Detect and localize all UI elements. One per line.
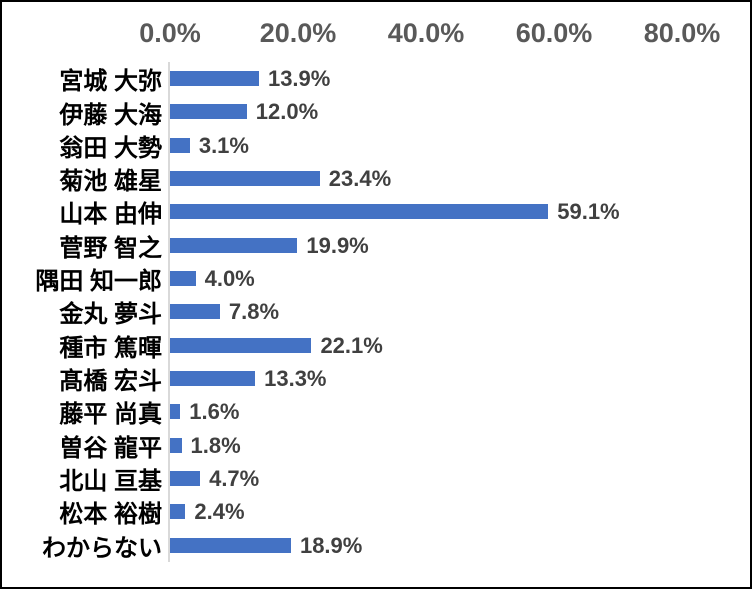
category-label: 宮城 大弥 [59, 68, 162, 96]
x-axis-tick-label: 60.0% [515, 18, 593, 48]
bar [170, 271, 196, 287]
category-label: わからない [42, 534, 162, 562]
bar-row: 山本 由伸 59.1% [2, 195, 750, 229]
bar-track: 13.9% [168, 62, 750, 96]
bar-row: 曽谷 龍平 1.8% [2, 428, 750, 462]
bar-track: 1.6% [168, 395, 750, 429]
category-label: 金丸 夢斗 [59, 301, 162, 329]
bar-row: わからない 18.9% [2, 528, 750, 562]
bar [170, 404, 181, 420]
bar-row: 金丸 夢斗 7.8% [2, 295, 750, 329]
bar [170, 304, 220, 320]
x-axis-tick-label: 40.0% [387, 18, 465, 48]
category-label: 種市 篤暉 [59, 334, 162, 362]
bar-track: 18.9% [168, 528, 750, 562]
x-axis-tick-label: 20.0% [259, 18, 337, 48]
bar-track: 4.0% [168, 261, 750, 296]
data-label: 59.1% [557, 199, 620, 225]
bar-track: 19.9% [168, 228, 750, 262]
data-label: 13.3% [264, 366, 327, 392]
category-label: 曽谷 龍平 [59, 434, 162, 462]
bar [170, 137, 190, 153]
bar-track: 59.1% [168, 195, 750, 229]
data-label: 22.1% [320, 332, 383, 358]
bar [170, 437, 182, 453]
x-axis-tick-label: 0.0% [139, 18, 201, 48]
bar-track: 7.8% [168, 295, 750, 329]
data-label: 13.9% [267, 66, 331, 92]
data-label: 23.4% [328, 166, 392, 192]
bar [170, 171, 320, 187]
bar-track: 22.1% [168, 328, 750, 362]
data-label: 7.8% [228, 299, 280, 325]
bar-row: 髙橋 宏斗 13.3% [2, 361, 750, 396]
bar-track: 3.1% [168, 128, 750, 162]
bar-row: 菊池 雄星 23.4% [2, 161, 750, 196]
plot-area: 宮城 大弥 13.9% 伊藤 大海 12.0% 翁田 大勢 3.1% 菊池 雄星 23.4% 山… [2, 62, 750, 562]
bar-row: 宮城 大弥 13.9% [2, 62, 750, 96]
bar-row: 松本 裕樹 2.4% [2, 495, 750, 529]
data-label: 12.0% [255, 99, 319, 125]
data-label: 1.8% [190, 432, 241, 458]
category-label: 山本 由伸 [59, 201, 162, 229]
bar [170, 371, 256, 387]
data-label: 18.9% [299, 532, 363, 558]
data-label: 4.0% [204, 266, 255, 292]
bar [170, 471, 201, 487]
category-label: 菊池 雄星 [59, 168, 162, 196]
bar [170, 104, 247, 120]
bar [170, 237, 298, 253]
bar-row: 北山 亘基 4.7% [2, 461, 750, 496]
data-label: 3.1% [198, 132, 249, 158]
bar-track: 1.8% [168, 428, 750, 462]
category-label: 藤平 尚真 [59, 401, 162, 429]
category-label: 北山 亘基 [59, 468, 162, 496]
bar-track: 2.4% [168, 495, 750, 529]
bar-track: 4.7% [168, 461, 750, 496]
x-axis: 0.0% 20.0% 40.0% 60.0% 80.0% [2, 2, 750, 60]
bar-row: 菅野 智之 19.9% [2, 228, 750, 262]
bar-track: 12.0% [168, 95, 750, 129]
bar-row: 隅田 知一郎 4.0% [2, 261, 750, 296]
x-axis-tick-label: 80.0% [643, 18, 721, 48]
category-label: 髙橋 宏斗 [59, 368, 162, 396]
bar-track: 23.4% [168, 161, 750, 196]
bar [170, 204, 549, 220]
data-label: 4.7% [209, 466, 260, 492]
bar [170, 71, 259, 87]
bar [170, 537, 291, 553]
data-label: 19.9% [306, 232, 369, 258]
bar-track: 13.3% [168, 361, 750, 396]
category-label: 隅田 知一郎 [35, 268, 162, 296]
data-label: 2.4% [194, 499, 245, 525]
data-label: 1.6% [189, 399, 240, 425]
category-label: 翁田 大勢 [59, 134, 162, 162]
category-label: 菅野 智之 [59, 234, 162, 262]
bar-row: 藤平 尚真 1.6% [2, 395, 750, 429]
bar [170, 504, 186, 520]
category-label: 伊藤 大海 [59, 101, 162, 129]
bar-row: 翁田 大勢 3.1% [2, 128, 750, 162]
category-label: 松本 裕樹 [59, 501, 162, 529]
bar-row: 伊藤 大海 12.0% [2, 95, 750, 129]
bar [170, 337, 312, 353]
bar-row: 種市 篤暉 22.1% [2, 328, 750, 362]
